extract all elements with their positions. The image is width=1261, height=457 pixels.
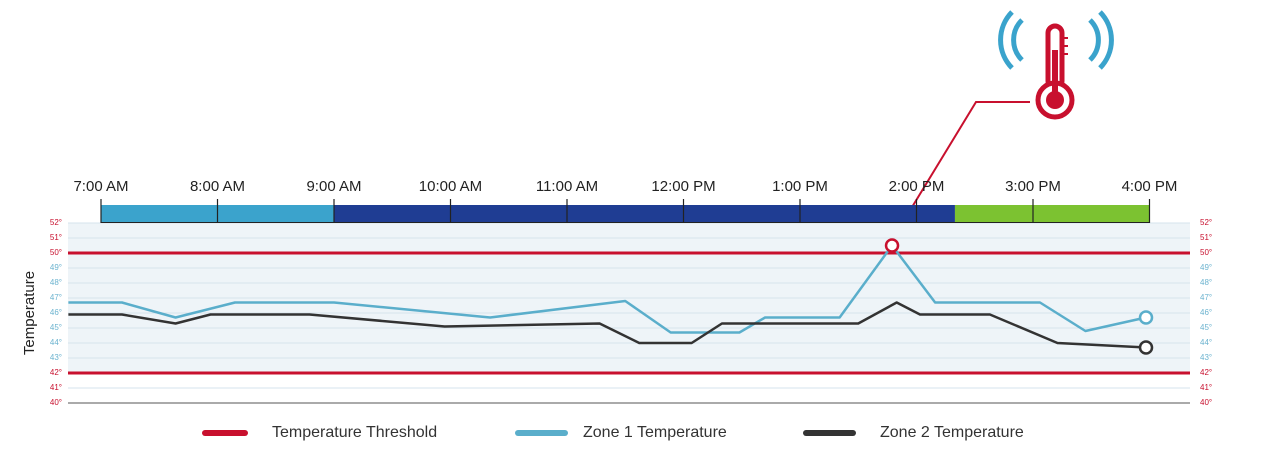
y-tick-label: 51°: [50, 233, 62, 242]
status-segment: [334, 205, 955, 222]
y-tick-label: 49°: [50, 263, 62, 272]
x-tick-label: 1:00 PM: [772, 178, 828, 195]
alert-marker: [884, 238, 900, 253]
y-tick-label: 46°: [50, 308, 62, 317]
end-marker: [1138, 310, 1154, 325]
y-axis-title: Temperature: [21, 271, 38, 355]
y-tick-label: 50°: [50, 248, 62, 257]
y-tick-label-right: 51°: [1200, 233, 1212, 242]
y-tick-label-right: 42°: [1200, 368, 1212, 377]
y-tick-label-right: 52°: [1200, 218, 1212, 227]
x-tick-label: 8:00 AM: [190, 178, 245, 195]
y-tick-label-right: 46°: [1200, 308, 1212, 317]
legend-label: Zone 2 Temperature: [880, 424, 1024, 441]
y-tick-label-right: 50°: [1200, 248, 1212, 257]
y-tick-label-right: 40°: [1200, 398, 1212, 407]
y-tick-label-right: 48°: [1200, 278, 1212, 287]
sensor-icon: [998, 10, 1114, 120]
y-tick-label: 52°: [50, 218, 62, 227]
x-tick-label: 2:00 PM: [889, 178, 945, 195]
x-tick-label: 9:00 AM: [306, 178, 361, 195]
y-tick-label: 44°: [50, 338, 62, 347]
x-tick-label: 7:00 AM: [73, 178, 128, 195]
y-tick-label: 47°: [50, 293, 62, 302]
y-tick-label-right: 44°: [1200, 338, 1212, 347]
y-tick-label-right: 43°: [1200, 353, 1212, 362]
legend-label: Zone 1 Temperature: [583, 424, 727, 441]
x-tick-label: 3:00 PM: [1005, 178, 1061, 195]
y-tick-label: 41°: [50, 383, 62, 392]
callout-line: [891, 101, 1030, 241]
legend-label: Temperature Threshold: [272, 424, 437, 441]
x-tick-label: 10:00 AM: [419, 178, 482, 195]
y-tick-label: 40°: [50, 398, 62, 407]
y-tick-label: 43°: [50, 353, 62, 362]
series-line: [68, 244, 1147, 334]
end-marker: [1138, 340, 1154, 355]
y-tick-label: 48°: [50, 278, 62, 287]
series-line: [68, 301, 1147, 349]
x-tick-label: 12:00 PM: [651, 178, 715, 195]
y-tick-label-right: 47°: [1200, 293, 1212, 302]
y-tick-label-right: 45°: [1200, 323, 1212, 332]
y-tick-label-right: 49°: [1200, 263, 1212, 272]
y-tick-label: 45°: [50, 323, 62, 332]
x-tick-label: 4:00 PM: [1122, 178, 1178, 195]
status-segment: [954, 205, 1150, 222]
y-tick-label: 42°: [50, 368, 62, 377]
x-tick-label: 11:00 AM: [536, 178, 598, 195]
y-tick-label-right: 41°: [1200, 383, 1212, 392]
